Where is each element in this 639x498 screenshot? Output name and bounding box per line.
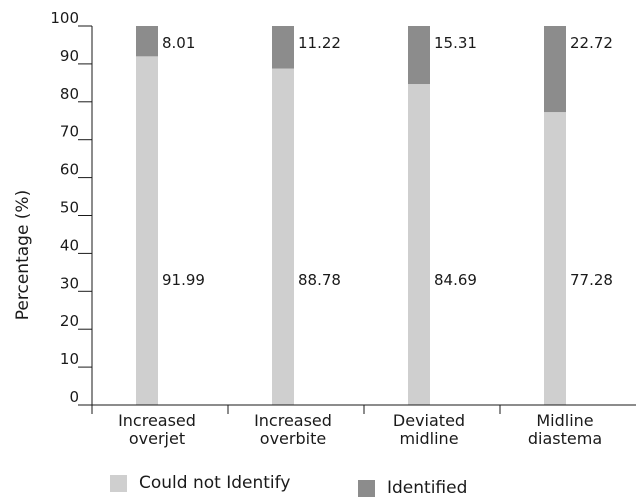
bar-could-not-identify — [136, 56, 158, 405]
data-label-identified: 15.31 — [434, 34, 477, 52]
y-tick-label: 80 — [60, 85, 79, 103]
y-tick-label: 70 — [60, 123, 79, 141]
y-tick-label: 20 — [60, 312, 79, 330]
data-label-could-not-identify: 91.99 — [162, 271, 205, 289]
data-label-could-not-identify: 88.78 — [298, 271, 341, 289]
data-label-identified: 11.22 — [298, 34, 341, 52]
y-tick-label: 40 — [60, 236, 79, 254]
x-category-label: Midline diastema — [528, 411, 602, 448]
x-category-label: Deviated midline — [393, 411, 465, 448]
bar-could-not-identify — [408, 84, 430, 405]
data-label-could-not-identify: 77.28 — [570, 271, 613, 289]
bar-could-not-identify — [272, 68, 294, 405]
x-category-label: Increased overbite — [254, 411, 332, 448]
bar-could-not-identify — [544, 112, 566, 406]
y-tick-label: 100 — [50, 9, 79, 27]
data-label-identified: 22.72 — [570, 34, 613, 52]
y-axis-title: Percentage (%) — [13, 190, 33, 320]
y-tick-label: 10 — [60, 350, 79, 368]
y-tick-label: 60 — [60, 161, 79, 179]
bar-identified — [272, 26, 294, 69]
data-label-identified: 8.01 — [162, 34, 195, 52]
y-tick-label: 90 — [60, 47, 79, 65]
bar-identified — [408, 26, 430, 85]
data-label-could-not-identify: 84.69 — [434, 271, 477, 289]
bar-identified — [136, 26, 158, 57]
x-category-label: Increased overjet — [118, 411, 196, 448]
y-tick-label: 30 — [60, 274, 79, 292]
y-tick-label: 50 — [60, 199, 79, 217]
bar-identified — [544, 26, 566, 113]
y-tick-label: 0 — [69, 388, 79, 406]
